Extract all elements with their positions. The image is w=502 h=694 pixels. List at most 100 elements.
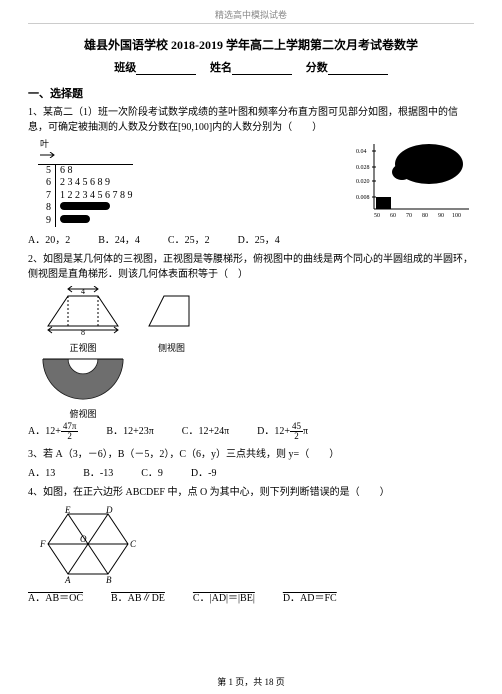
histogram-svg: 0.04 0.028 0.020 0.008 50 60 70 80 90 10…: [354, 139, 474, 219]
q4-options: A．AB＝OC B．AB∥DE C．|AD|＝|BE| D．AD＝FC: [28, 589, 474, 604]
dim-bottom: 8: [81, 328, 85, 336]
frac-den: 2: [292, 432, 301, 441]
option-c: C．12+24π: [182, 422, 229, 441]
page: 精选高中模拟试卷 雄县外国语学校 2018-2019 学年高二上学期第二次月考试…: [0, 0, 502, 604]
fraction: 452: [290, 422, 303, 441]
front-view: 4 8 正视图: [38, 286, 128, 354]
front-view-svg: 4 8: [38, 286, 128, 336]
top-view: 俯视图: [38, 354, 474, 420]
label-score: 分数: [306, 62, 328, 74]
vertex-C: C: [130, 539, 137, 549]
xtick: 80: [422, 213, 428, 219]
blob-icon: [60, 215, 90, 223]
top-view-svg: [38, 354, 128, 402]
option-b: B．12+23π: [106, 422, 153, 441]
page-footer: 第 1 页，共 18 页: [0, 675, 502, 688]
q2-three-views: 4 8 正视图 侧视图: [38, 286, 474, 354]
vec: B．AB∥DE: [111, 593, 165, 604]
stem-cell: 8: [38, 202, 56, 215]
blank-class: [136, 63, 196, 75]
table-row: 71 2 2 3 4 5 6 7 8 9: [38, 190, 133, 203]
vec: A．AB＝OC: [28, 593, 83, 604]
vertex-O: O: [80, 534, 87, 544]
option-d: D．AD＝FC: [283, 589, 337, 604]
arrow-icon: [38, 152, 58, 158]
ytick: 0.020: [356, 179, 370, 185]
ytick: 0.04: [356, 149, 367, 155]
vertex-E: E: [64, 505, 71, 515]
opt-text: D．12+: [257, 426, 290, 437]
table-row: 62 3 4 5 6 8 9: [38, 177, 133, 190]
option-b: B．AB∥DE: [111, 589, 165, 604]
option-b: B．-13: [83, 464, 113, 479]
leaf-cell: 2 3 4 5 6 8 9: [56, 177, 110, 190]
label-name: 姓名: [210, 62, 232, 74]
option-c: C．25，2: [168, 231, 210, 246]
opt-text: A．12+: [28, 426, 61, 437]
ytick: 0.008: [356, 195, 370, 201]
vertex-F: F: [39, 539, 46, 549]
vec: C．|AD|＝|BE|: [193, 593, 255, 604]
opt-text: π: [303, 426, 308, 437]
option-d: D．25，4: [238, 231, 280, 246]
info-line: 班级 姓名 分数: [28, 59, 474, 75]
option-a: A．13: [28, 464, 55, 479]
vertex-A: A: [64, 575, 71, 584]
frequency-histogram: 0.04 0.028 0.020 0.008 50 60 70 80 90 10…: [354, 139, 474, 219]
option-d: D．12+452π: [257, 422, 308, 441]
vec: D．AD＝FC: [283, 593, 337, 604]
table-row: 56 8: [38, 165, 133, 178]
exam-title: 雄县外国语学校 2018-2019 学年高二上学期第二次月考试卷数学: [28, 36, 474, 53]
q2-options: A．12+47π2 B．12+23π C．12+24π D．12+452π: [28, 422, 474, 441]
q1-figures: 叶 56 8 62 3 4 5 6 8 9 71 2 2 3 4 5 6 7 8…: [28, 139, 474, 227]
hexagon-svg: A B C D E F O: [38, 504, 138, 584]
section-choice-header: 一、选择题: [28, 85, 474, 101]
xtick: 90: [438, 213, 444, 219]
q3-options: A．13 B．-13 C．9 D．-9: [28, 464, 474, 479]
vertex-D: D: [105, 505, 113, 515]
fraction: 47π2: [61, 422, 79, 441]
table-row: 8: [38, 202, 133, 215]
blank-name: [232, 63, 292, 75]
q1-text: 1、某高二（1）班一次阶段考试数学成绩的茎叶图和频率分布直方图可见部分如图，根据…: [28, 105, 474, 135]
side-view-svg: [144, 286, 199, 336]
leaf-cell: 1 2 2 3 4 5 6 7 8 9: [56, 190, 133, 203]
leaf-label: 叶: [40, 139, 133, 150]
q4-text: 4、如图，在正六边形 ABCDEF 中，点 O 为其中心，则下列判断错误的是（ …: [28, 485, 474, 500]
option-c: C．9: [141, 464, 163, 479]
option-a: A．AB＝OC: [28, 589, 83, 604]
stem-cell: 5: [38, 165, 56, 178]
q1-options: A．20，2 B．24，4 C．25，2 D．25，4: [28, 231, 474, 246]
option-d: D．-9: [191, 464, 217, 479]
blank-score: [328, 63, 388, 75]
q2-text: 2、如图是某几何体的三视图，正视图是等腰梯形，俯视图中的曲线是两个同心的半圆组成…: [28, 252, 474, 282]
top-view-label: 俯视图: [38, 407, 128, 420]
stem-leaf-plot: 叶 56 8 62 3 4 5 6 8 9 71 2 2 3 4 5 6 7 8…: [28, 139, 133, 227]
leaf-cell: 6 8: [56, 165, 73, 178]
xtick: 100: [452, 213, 461, 219]
table-row: 9: [38, 215, 133, 228]
front-view-label: 正视图: [38, 341, 128, 354]
side-view: 侧视图: [144, 286, 199, 354]
side-view-label: 侧视图: [144, 341, 199, 354]
ytick: 0.028: [356, 165, 370, 171]
hexagon-figure: A B C D E F O: [38, 504, 474, 587]
vertex-B: B: [106, 575, 112, 584]
option-a: A．20，2: [28, 231, 70, 246]
blob-icon: [60, 202, 110, 210]
q3-text: 3、若 A（3，－6），B（－5，2），C（6，y）三点共线，则 y=（ ）: [28, 447, 474, 462]
leaf-cell: [56, 215, 90, 228]
dim-top: 4: [81, 287, 85, 296]
option-c: C．|AD|＝|BE|: [193, 589, 255, 604]
option-a: A．12+47π2: [28, 422, 78, 441]
stem-cell: 7: [38, 190, 56, 203]
label-class: 班级: [114, 62, 136, 74]
xtick: 70: [406, 213, 412, 219]
frac-den: 2: [65, 432, 74, 441]
xtick: 50: [374, 213, 380, 219]
header-watermark: 精选高中模拟试卷: [28, 8, 474, 24]
option-b: B．24，4: [98, 231, 140, 246]
leaf-cell: [56, 202, 110, 215]
stem-cell: 9: [38, 215, 56, 228]
stem-cell: 6: [38, 177, 56, 190]
